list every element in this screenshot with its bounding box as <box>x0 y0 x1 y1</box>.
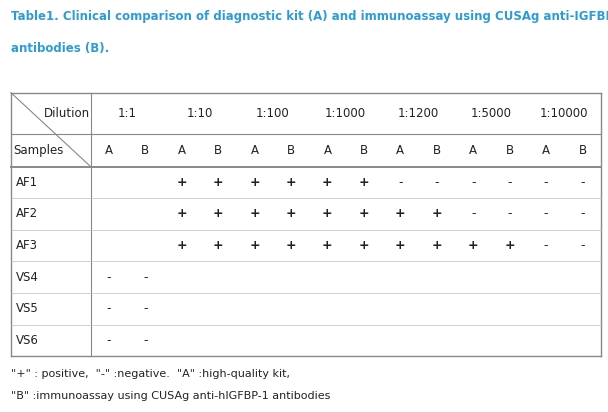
Text: -: - <box>143 302 148 316</box>
Text: +: + <box>359 176 369 189</box>
Text: 1:10000: 1:10000 <box>540 107 589 119</box>
Text: VS5: VS5 <box>16 302 38 316</box>
Text: Table1. Clinical comparison of diagnostic kit (A) and immunoassay using CUSAg an: Table1. Clinical comparison of diagnosti… <box>11 10 608 23</box>
Text: B: B <box>141 143 150 157</box>
Text: -: - <box>106 334 111 347</box>
Text: +: + <box>359 239 369 252</box>
Text: -: - <box>143 271 148 284</box>
Text: -: - <box>106 302 111 316</box>
Text: -: - <box>544 239 548 252</box>
Text: AF3: AF3 <box>16 239 38 252</box>
Text: Dilution: Dilution <box>44 107 90 119</box>
Text: B: B <box>287 143 295 157</box>
Text: +: + <box>176 208 187 220</box>
Text: -: - <box>580 208 585 220</box>
Text: A: A <box>542 143 550 157</box>
Text: 1:100: 1:100 <box>256 107 289 119</box>
Text: "B" :immunoassay using CUSAg anti-hIGFBP-1 antibodies: "B" :immunoassay using CUSAg anti-hIGFBP… <box>11 391 330 401</box>
Text: -: - <box>507 176 512 189</box>
Text: 1:1000: 1:1000 <box>325 107 366 119</box>
Text: +: + <box>176 239 187 252</box>
Text: A: A <box>250 143 258 157</box>
Text: +: + <box>395 208 406 220</box>
Text: +: + <box>213 176 223 189</box>
Text: +: + <box>322 239 333 252</box>
Text: Samples: Samples <box>13 144 64 157</box>
Text: +: + <box>468 239 478 252</box>
Text: A: A <box>178 143 185 157</box>
Text: A: A <box>396 143 404 157</box>
Text: VS6: VS6 <box>16 334 39 347</box>
Text: -: - <box>544 208 548 220</box>
Text: -: - <box>471 176 475 189</box>
Text: A: A <box>323 143 331 157</box>
Text: +: + <box>504 239 515 252</box>
Text: 1:1: 1:1 <box>117 107 137 119</box>
Text: -: - <box>580 239 585 252</box>
Text: 1:5000: 1:5000 <box>471 107 512 119</box>
Text: +: + <box>249 208 260 220</box>
Text: B: B <box>578 143 587 157</box>
Text: +: + <box>286 239 296 252</box>
Text: A: A <box>469 143 477 157</box>
Text: B: B <box>433 143 441 157</box>
Text: -: - <box>507 208 512 220</box>
Text: -: - <box>106 271 111 284</box>
Text: -: - <box>143 334 148 347</box>
Text: -: - <box>435 176 439 189</box>
Text: +: + <box>395 239 406 252</box>
Text: -: - <box>471 208 475 220</box>
Text: +: + <box>432 208 442 220</box>
Text: B: B <box>505 143 514 157</box>
Text: +: + <box>213 208 223 220</box>
Text: 1:10: 1:10 <box>187 107 213 119</box>
Text: -: - <box>544 176 548 189</box>
Text: VS4: VS4 <box>16 271 39 284</box>
Text: +: + <box>322 176 333 189</box>
Text: -: - <box>398 176 402 189</box>
Text: -: - <box>580 176 585 189</box>
Text: +: + <box>359 208 369 220</box>
Text: A: A <box>105 143 112 157</box>
Text: antibodies (B).: antibodies (B). <box>11 42 109 56</box>
Text: +: + <box>322 208 333 220</box>
Text: +: + <box>249 176 260 189</box>
Text: B: B <box>214 143 222 157</box>
Text: +: + <box>176 176 187 189</box>
Text: AF2: AF2 <box>16 208 38 220</box>
Text: +: + <box>286 176 296 189</box>
Text: 1:1200: 1:1200 <box>398 107 439 119</box>
Text: +: + <box>213 239 223 252</box>
Text: "+" : positive,  "-" :negative.  "A" :high-quality kit,: "+" : positive, "-" :negative. "A" :high… <box>11 369 290 379</box>
Text: AF1: AF1 <box>16 176 38 189</box>
Text: +: + <box>286 208 296 220</box>
Text: +: + <box>432 239 442 252</box>
Text: +: + <box>249 239 260 252</box>
Text: B: B <box>360 143 368 157</box>
